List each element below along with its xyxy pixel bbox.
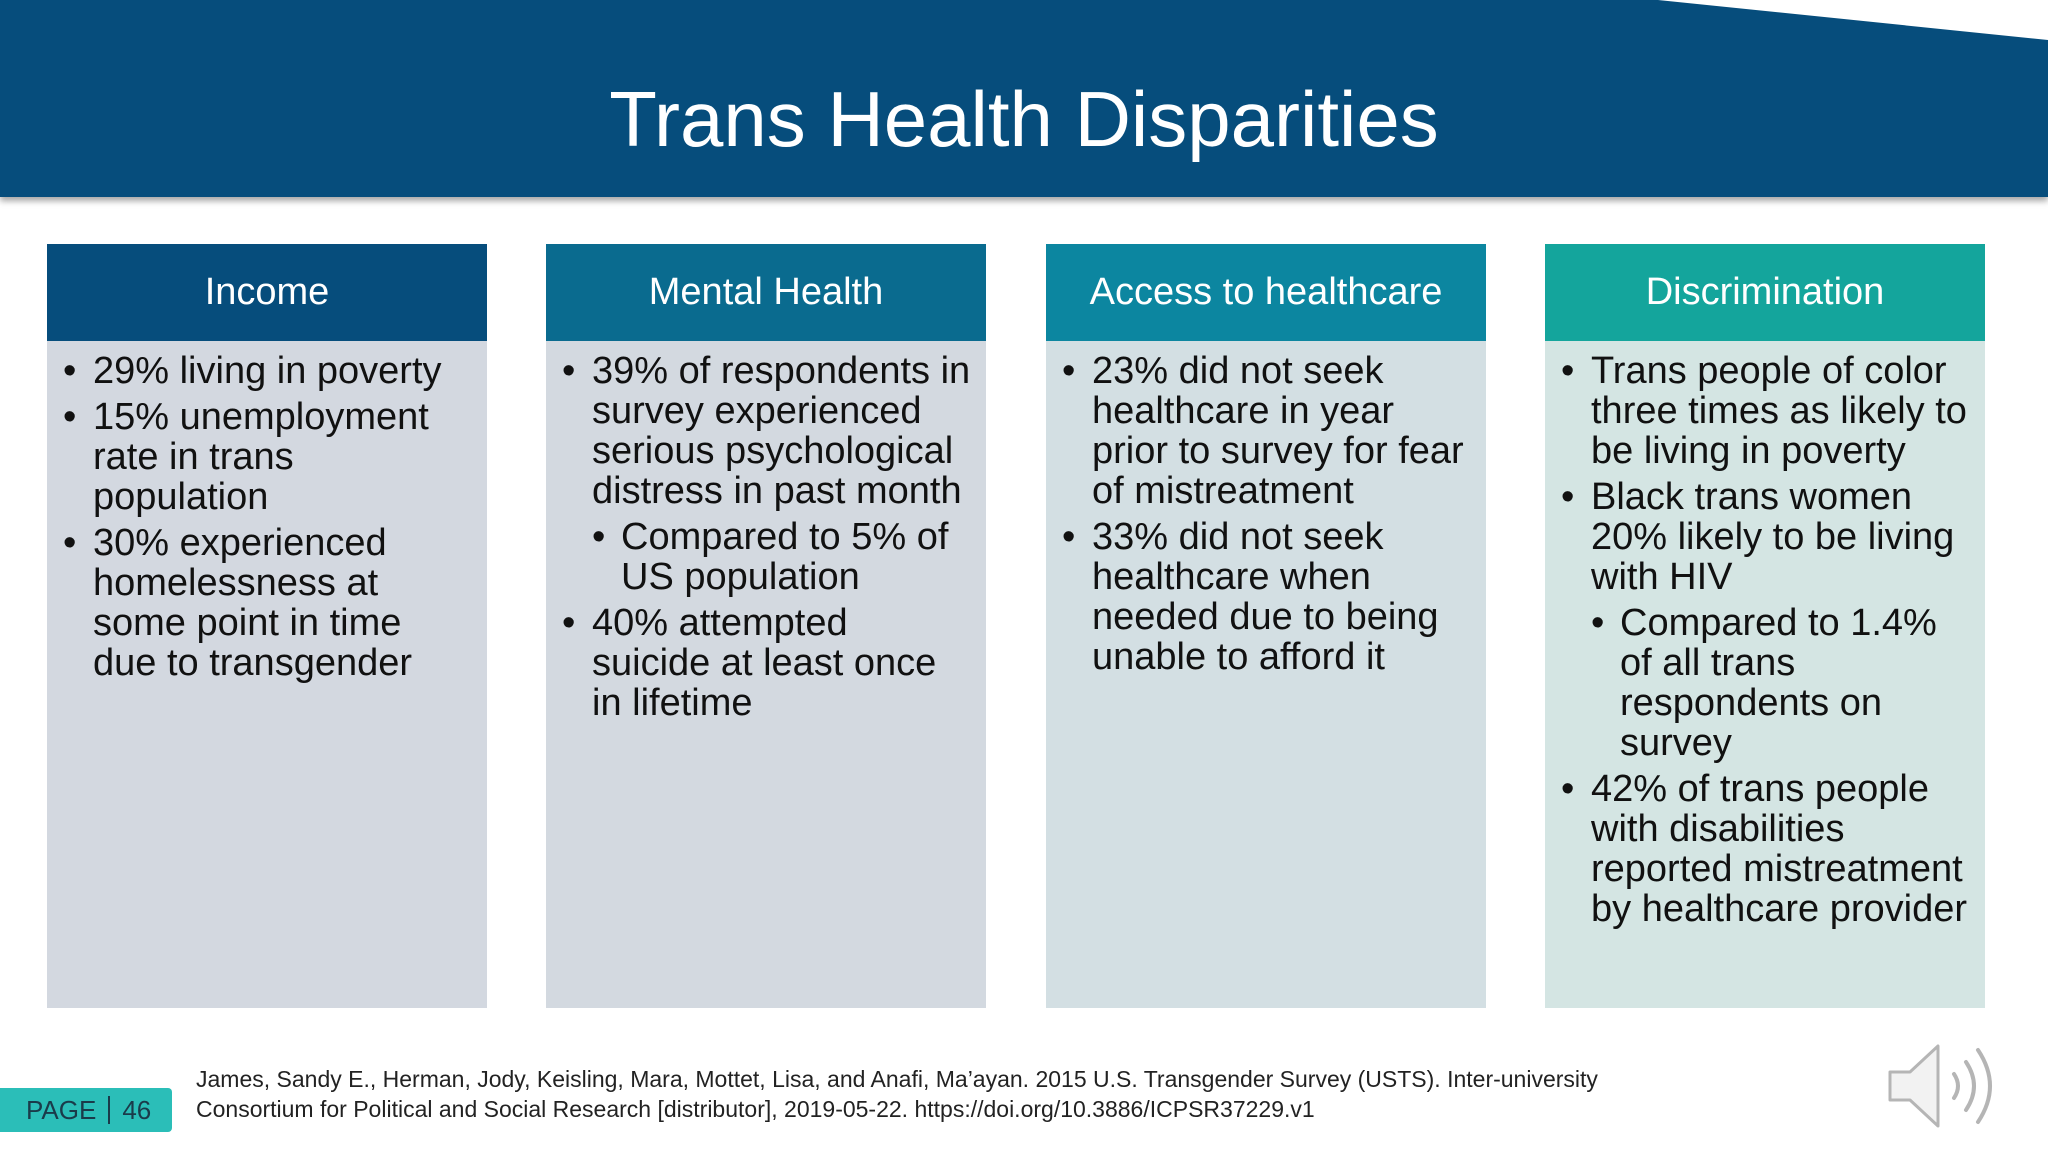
page-number-badge: PAGE 46: [0, 1088, 172, 1132]
sub-bullet-item: Compared to 1.4% of all trans respondent…: [1545, 603, 1985, 763]
bullet-item: Black trans women 20% likely to be livin…: [1545, 477, 1985, 597]
bullet-list: 29% living in poverty 15% unemployment ra…: [47, 351, 487, 683]
badge-divider: [108, 1096, 111, 1124]
page-label: PAGE: [26, 1095, 97, 1125]
column-body: Trans people of color three times as lik…: [1545, 341, 1985, 1008]
citation-line-1: James, Sandy E., Herman, Jody, Keisling,…: [196, 1066, 1598, 1092]
column-heading: Discrimination: [1545, 244, 1985, 341]
bullet-item: 29% living in poverty: [47, 351, 487, 391]
speaker-icon[interactable]: [1886, 1036, 2008, 1136]
bullet-item: 39% of respondents in survey experienced…: [546, 351, 986, 511]
column-heading: Access to healthcare: [1046, 244, 1486, 341]
column-heading: Mental Health: [546, 244, 986, 341]
column-discrimination: Discrimination Trans people of color thr…: [1545, 244, 1985, 1008]
column-access-to-healthcare: Access to healthcare 23% did not seek he…: [1046, 244, 1486, 1008]
slide-title: Trans Health Disparities: [609, 75, 1439, 163]
bullet-list: 23% did not seek healthcare in year prio…: [1046, 351, 1486, 677]
bullet-item: 42% of trans people with disabilities re…: [1545, 769, 1985, 929]
column-heading: Income: [47, 244, 487, 341]
page-number: 46: [122, 1095, 152, 1125]
column-income: Income 29% living in poverty 15% unemploy…: [47, 244, 487, 1008]
bullet-item: 15% unemployment rate in trans populatio…: [47, 397, 487, 517]
sub-bullet-item: Compared to 5% of US population: [546, 517, 986, 597]
citation: James, Sandy E., Herman, Jody, Keisling,…: [196, 1064, 1676, 1124]
bullet-item: 30% experienced homelessness at some poi…: [47, 523, 487, 683]
column-body: 23% did not seek healthcare in year prio…: [1046, 341, 1486, 1008]
column-mental-health: Mental Health 39% of respondents in surv…: [546, 244, 986, 1008]
bullet-item: 40% attempted suicide at least once in l…: [546, 603, 986, 723]
bullet-list: 39% of respondents in survey experienced…: [546, 351, 986, 723]
citation-line-2: Consortium for Political and Social Rese…: [196, 1096, 1315, 1122]
bullet-item: 23% did not seek healthcare in year prio…: [1046, 351, 1486, 511]
column-body: 29% living in poverty 15% unemployment ra…: [47, 341, 487, 1008]
bullet-item: 33% did not seek healthcare when needed …: [1046, 517, 1486, 677]
column-body: 39% of respondents in survey experienced…: [546, 341, 986, 1008]
title-bar: Trans Health Disparities: [0, 0, 2048, 197]
header-corner-accent: [1658, 0, 2048, 40]
bullet-item: Trans people of color three times as lik…: [1545, 351, 1985, 471]
bullet-list: Trans people of color three times as lik…: [1545, 351, 1985, 929]
